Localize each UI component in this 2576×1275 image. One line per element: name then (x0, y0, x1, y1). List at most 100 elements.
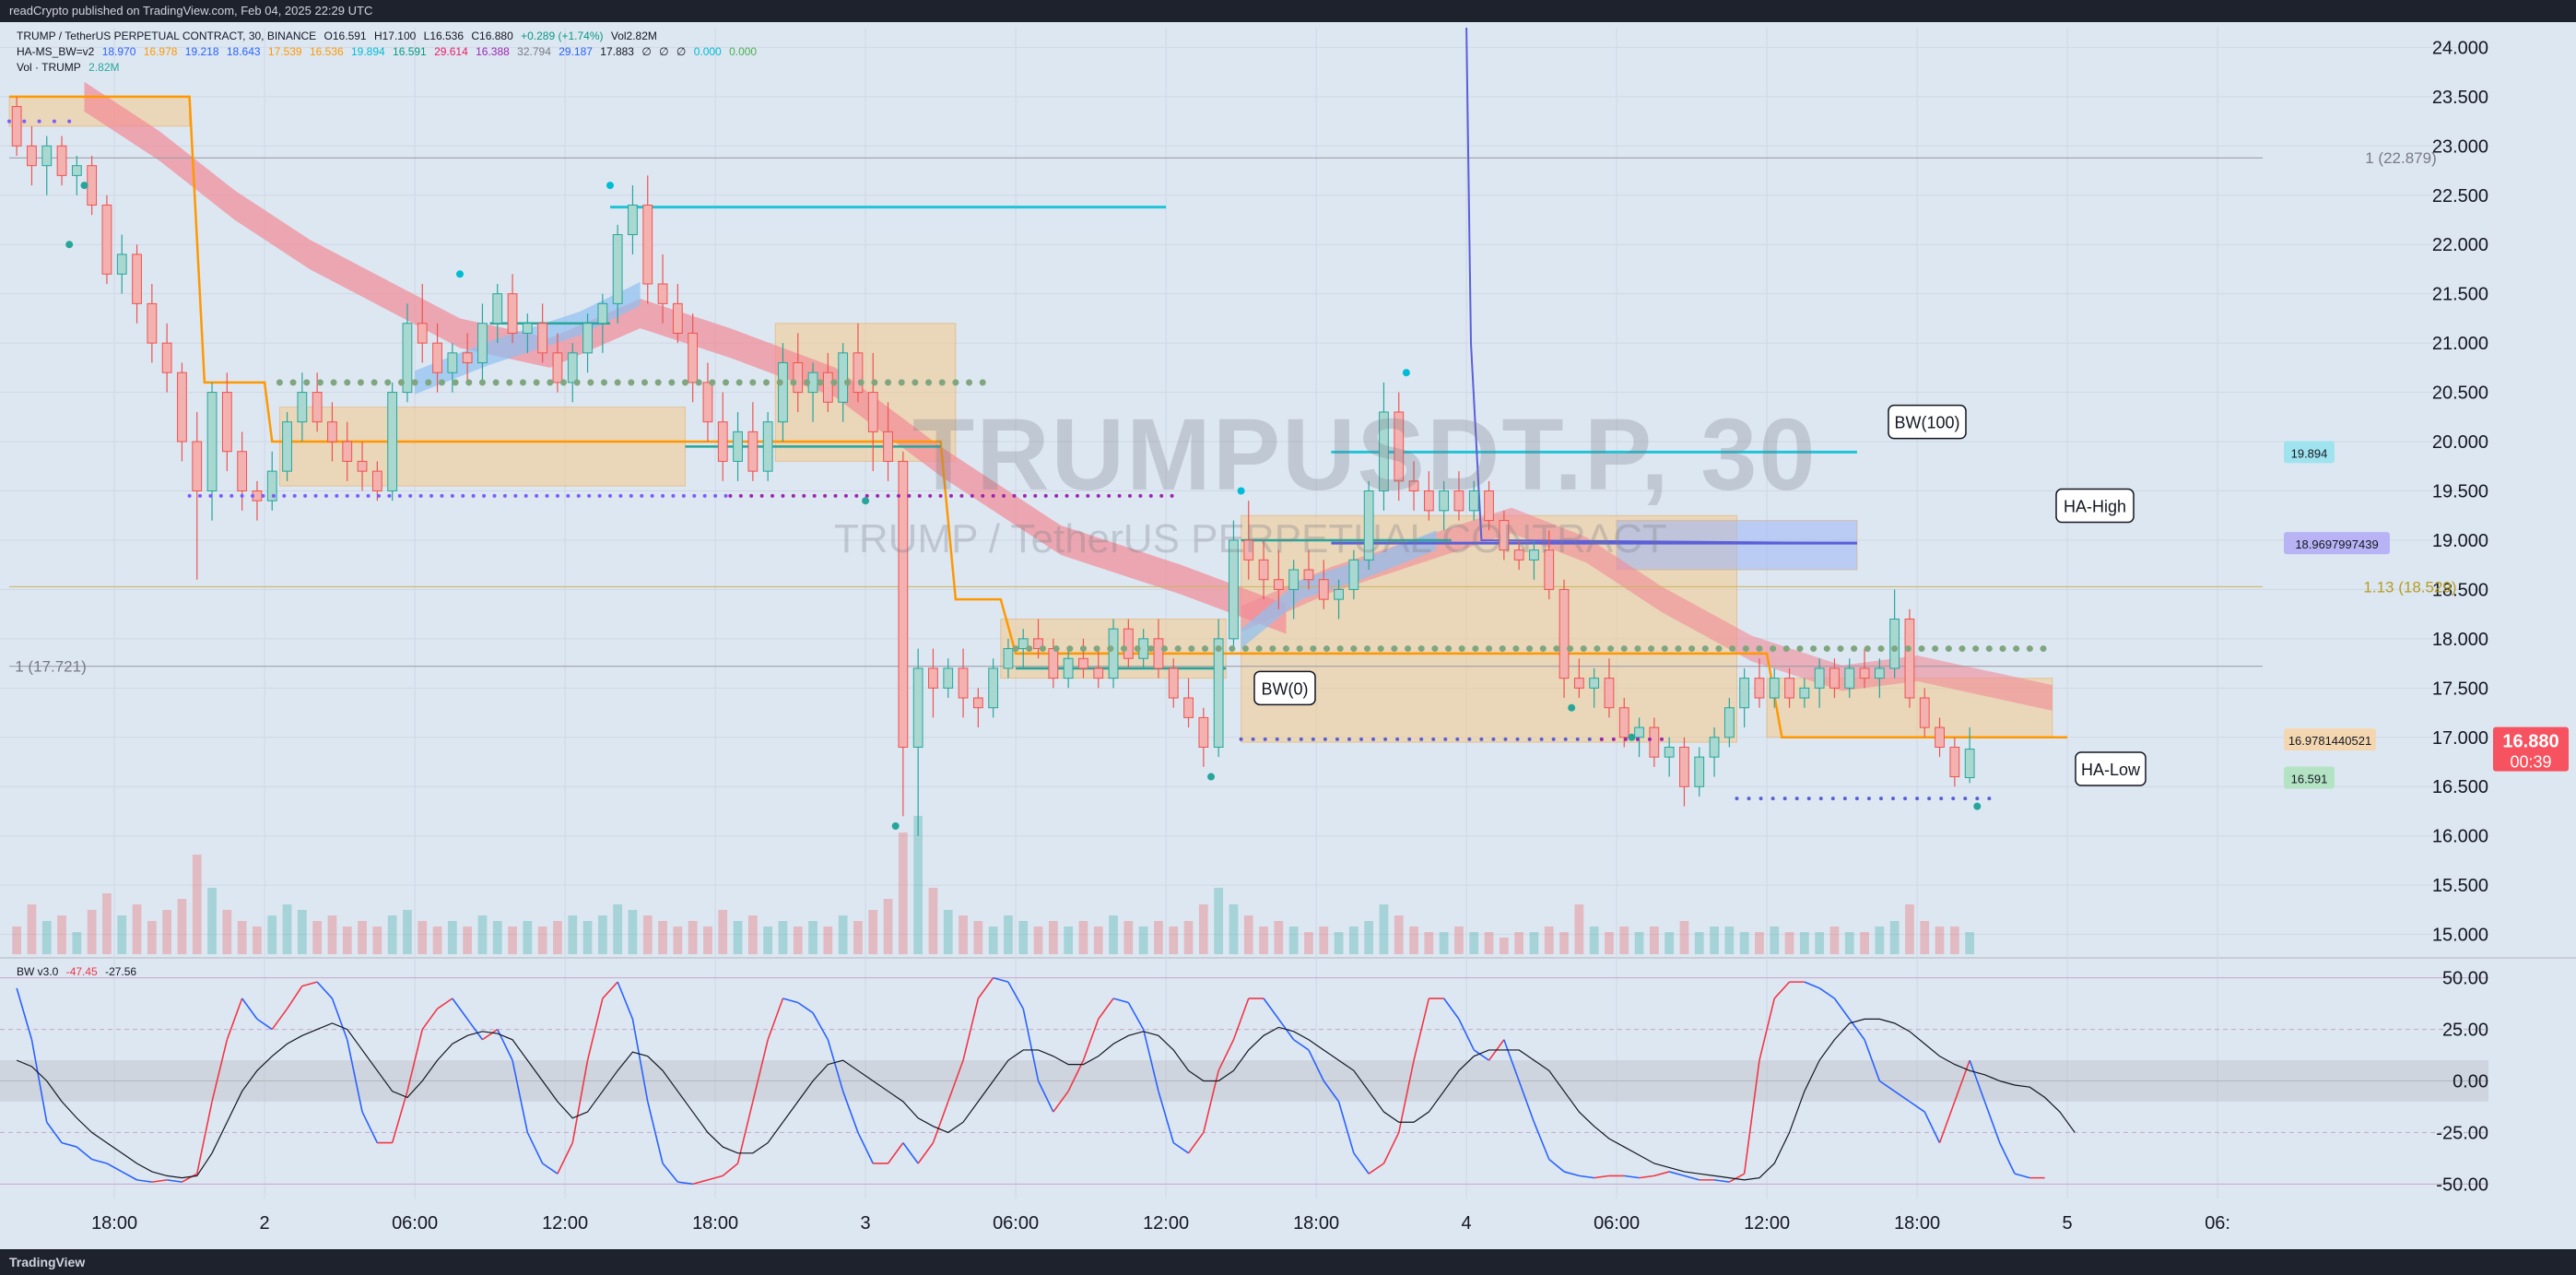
countdown-label: 00:39 (2510, 753, 2551, 772)
candle-body (71, 165, 82, 176)
bw-line-segment (526, 1132, 544, 1164)
dot (1987, 797, 1992, 801)
dot (397, 493, 402, 498)
dot (1159, 493, 1164, 498)
dot (482, 493, 487, 498)
dot (1467, 737, 1472, 741)
dot (763, 379, 770, 386)
legend-vol-name[interactable]: Vol · TRUMP (17, 61, 81, 74)
dot (668, 379, 676, 386)
volume-bar (1724, 927, 1735, 954)
bw-line-segment (1413, 998, 1430, 1061)
ha-value: 19.218 (184, 45, 219, 58)
price-axis[interactable]: 15.000 15.500 16.000 16.500 17.000 17.500 18.0… (2432, 38, 2488, 1195)
time-tick-label: 12:00 (542, 1213, 588, 1234)
dot (759, 493, 764, 498)
volume-bar (1394, 915, 1404, 954)
volume-bar (1484, 932, 1494, 954)
candle-body (342, 441, 353, 462)
dot (681, 493, 686, 498)
candle-body (912, 667, 923, 748)
dot (1043, 493, 1048, 498)
dot (1275, 737, 1279, 741)
bw-line-segment (1518, 1080, 1535, 1123)
bw-oscillator (0, 976, 2488, 1186)
dot (1229, 645, 1236, 653)
bw-line-segment (106, 1163, 123, 1173)
candle-body (237, 451, 248, 491)
dot (1188, 645, 1195, 653)
legend-symbol[interactable]: TRUMP / TetherUS PERPETUAL CONTRACT, 30,… (17, 30, 317, 42)
volume-bar (162, 910, 172, 954)
bw-line-segment (466, 1018, 484, 1041)
volume-bar (237, 921, 247, 954)
volume-bar (613, 904, 623, 954)
dot (523, 493, 528, 498)
ha-value: 17.883 (600, 45, 634, 58)
volume-bar (1169, 927, 1179, 954)
dot (692, 493, 697, 498)
bw-line-segment (752, 1039, 769, 1103)
dot (1782, 797, 1787, 801)
dot (1458, 645, 1465, 653)
ha-value: 0.000 (693, 45, 722, 58)
price-tick-label: 18.000 (2432, 630, 2488, 650)
dot (618, 493, 623, 498)
tradingview-logo[interactable]: TradingView (9, 1255, 86, 1269)
dot (1675, 645, 1682, 653)
publish-text: readCrypto published on TradingView.com,… (9, 4, 373, 18)
bw-line-segment (481, 1028, 499, 1041)
time-tick-label: 4 (1462, 1213, 1472, 1234)
dot (1939, 797, 1944, 801)
legend-volume-row: Vol · TRUMP 2.82M (17, 61, 124, 74)
volume-bar (282, 904, 292, 954)
bw-line-segment (46, 1121, 63, 1144)
price-tag-cyan: 19.894 (2291, 446, 2328, 460)
candle-body (1394, 411, 1405, 482)
volume-bar (1138, 927, 1148, 954)
bw-line-segment (1323, 1080, 1340, 1103)
price-tag-green: 16.591 (2291, 773, 2328, 786)
candle-body (1618, 707, 1629, 738)
bw-line-segment (782, 998, 798, 1004)
price-tick-label: 17.500 (2432, 679, 2488, 699)
bw-line-segment (211, 1039, 229, 1103)
dot (1648, 645, 1655, 653)
dot (429, 493, 434, 498)
publish-header: readCrypto published on TradingView.com,… (0, 0, 2576, 22)
candle-body (447, 352, 458, 373)
volume-bar (718, 910, 728, 954)
candle-body (357, 460, 368, 472)
bw-line-segment (722, 1163, 739, 1177)
dot (366, 493, 371, 498)
bw-line-segment (1773, 981, 1791, 999)
bw-line-segment (1397, 1059, 1415, 1133)
bw-line-segment (151, 1179, 168, 1183)
bw-line-segment (30, 1039, 48, 1123)
callout-ha-low: HA-Low (2081, 761, 2141, 779)
volume-bar (1409, 927, 1418, 954)
chart-svg[interactable]: 15.000 15.500 16.000 16.500 17.000 17.500 18.0… (0, 22, 2576, 1249)
price-tick-label: 24.000 (2432, 38, 2488, 58)
candle-body (1949, 746, 1960, 778)
candle-body (1859, 667, 1870, 679)
last-price-tag: 16.880 (2502, 732, 2558, 752)
dot (1215, 645, 1222, 653)
dot (1336, 645, 1344, 653)
price-tick-label: 15.500 (2432, 876, 2488, 896)
volume-bar (267, 915, 277, 954)
volume-bar (1018, 921, 1029, 954)
volume-bar (703, 927, 712, 954)
candle-body (132, 254, 142, 304)
bw-line-segment (1548, 1158, 1565, 1173)
candle-body (1439, 490, 1450, 512)
dot (1311, 737, 1315, 741)
time-axis[interactable]: 18:00 2 06:00 12:00 18:00 3 06:00 12:00 18:00 4 06… (91, 1213, 2230, 1234)
price-tick-label: 20.000 (2432, 432, 2488, 453)
candle-body (221, 392, 232, 453)
dot (492, 493, 497, 498)
volume-bar (1229, 904, 1239, 954)
legend-ha-name[interactable]: HA-MS_BW=v2 (17, 45, 95, 58)
legend-bw-name[interactable]: BW v3.0 (17, 965, 59, 978)
bw-line-segment (602, 981, 618, 999)
